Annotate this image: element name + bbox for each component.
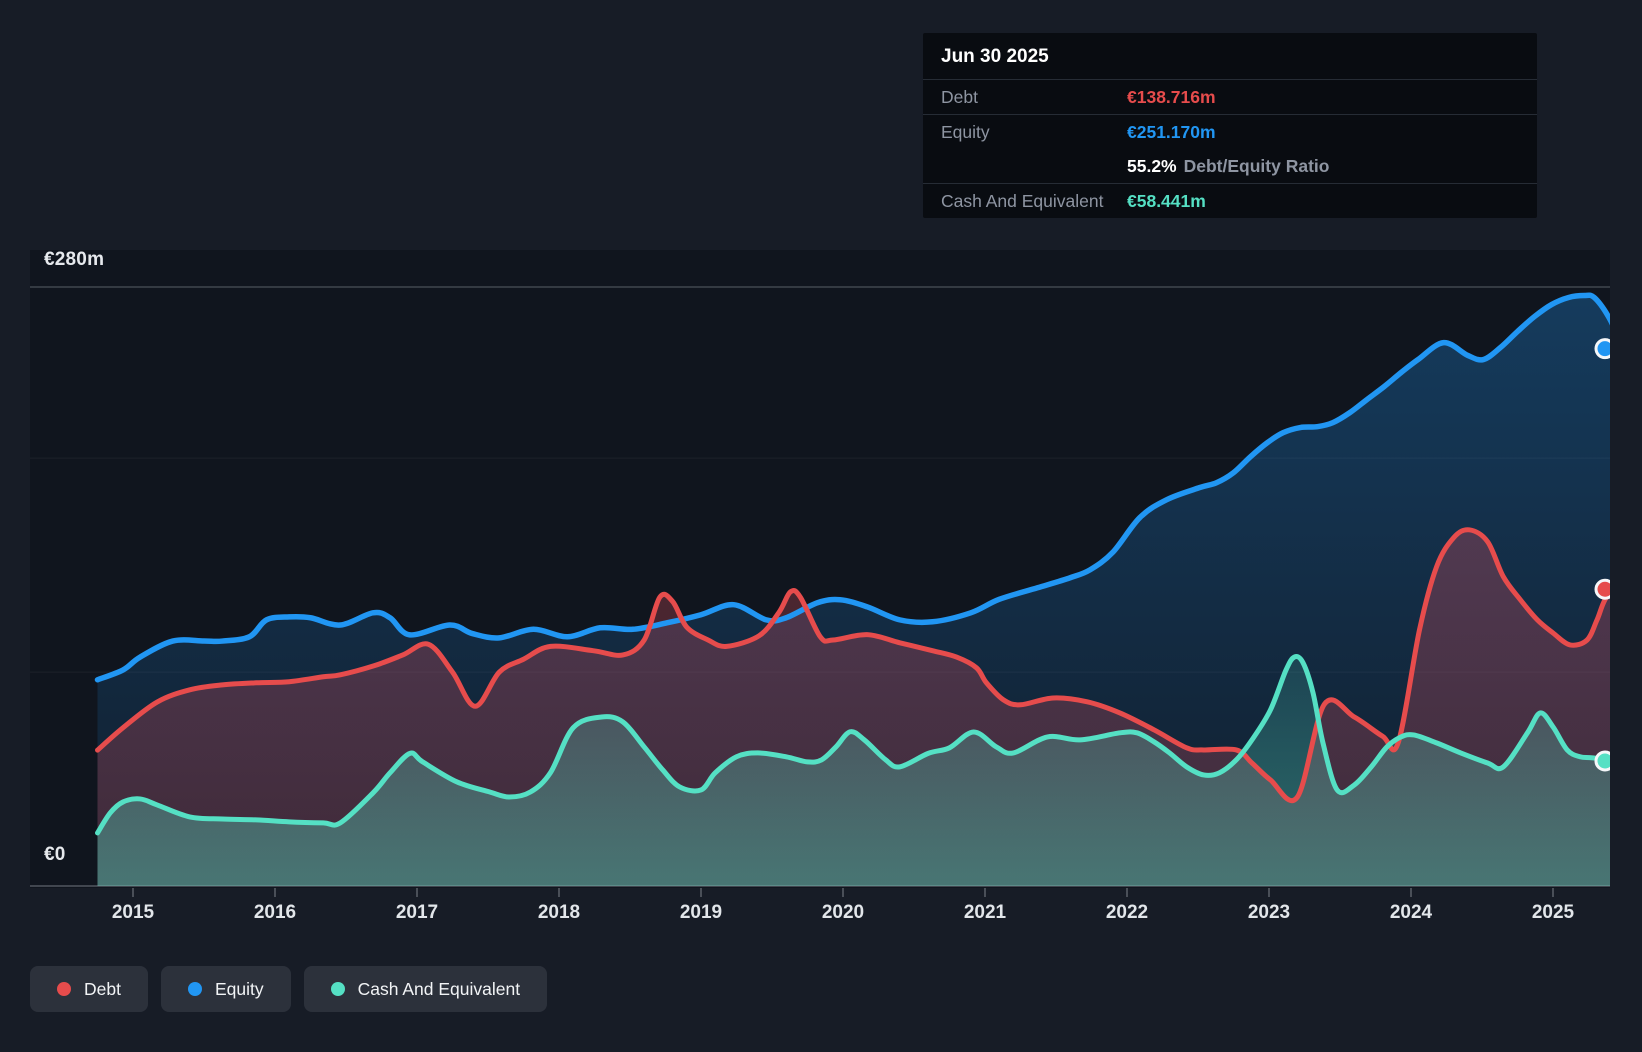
x-axis-label-2022: 2022: [1105, 902, 1149, 923]
tooltip-equity-label: Equity: [941, 121, 990, 142]
tooltip-ratio-value: 55.2%: [1127, 155, 1177, 176]
equity-dot-icon: [187, 982, 202, 996]
x-axis-label-2023: 2023: [1247, 902, 1291, 923]
debt-line[interactable]: [95, 527, 1625, 803]
tooltip-row-ratio: 55.2% Debt/Equity Ratio: [923, 149, 1537, 184]
debt-dot-icon: [57, 982, 71, 996]
chart-legend: Debt Equity Cash And Equivalent: [30, 966, 548, 1012]
x-axis-label-2021: 2021: [963, 902, 1007, 923]
x-axis-label-2019: 2019: [679, 902, 723, 923]
cash-and-equivalent-line[interactable]: [95, 653, 1625, 836]
x-axis-label-2015: 2015: [111, 902, 155, 923]
chart-tooltip: Jun 30 2025 Debt €138.716m Equity €251.1…: [923, 33, 1537, 218]
tooltip-row-cash: Cash And Equivalent €58.441m: [923, 184, 1537, 218]
tooltip-debt-label: Debt: [941, 86, 978, 107]
tooltip-ratio-label: Debt/Equity Ratio: [1183, 155, 1330, 176]
tooltip-debt-value: €138.716m: [1127, 86, 1216, 107]
x-axis-label-2025: 2025: [1531, 902, 1575, 923]
y-axis-zero-label: €0: [44, 844, 66, 865]
tooltip-equity-value: €251.170m: [1127, 121, 1216, 142]
debt-end-marker[interactable]: [1594, 578, 1614, 600]
x-axis-label-2016: 2016: [253, 902, 297, 923]
legend-debt-label: Debt: [84, 978, 121, 999]
y-axis-max-label: €280m: [44, 249, 105, 270]
legend-item-equity[interactable]: Equity: [160, 966, 291, 1012]
equity-end-marker[interactable]: [1594, 338, 1614, 360]
tooltip-date: Jun 30 2025: [923, 33, 1537, 80]
legend-equity-label: Equity: [214, 978, 264, 999]
x-axis-label-2024: 2024: [1389, 902, 1433, 923]
x-axis-label-2017: 2017: [395, 902, 439, 923]
cash-and-equivalent-area: [97, 656, 1610, 886]
tooltip-row-equity: Equity €251.170m: [923, 115, 1537, 149]
tooltip-cash-value: €58.441m: [1127, 190, 1206, 211]
cash-and-equivalent-end-marker[interactable]: [1594, 750, 1614, 772]
x-axis-label-2020: 2020: [821, 902, 865, 923]
x-axis-label-2018: 2018: [537, 902, 581, 923]
tooltip-cash-label: Cash And Equivalent: [941, 190, 1104, 211]
equity-line[interactable]: [94, 292, 1625, 683]
legend-item-debt[interactable]: Debt: [30, 966, 148, 1012]
legend-cash-label: Cash And Equivalent: [357, 978, 521, 999]
tooltip-row-debt: Debt €138.716m: [923, 80, 1537, 115]
legend-item-cash[interactable]: Cash And Equivalent: [303, 966, 548, 1012]
cash-dot-icon: [330, 982, 345, 996]
